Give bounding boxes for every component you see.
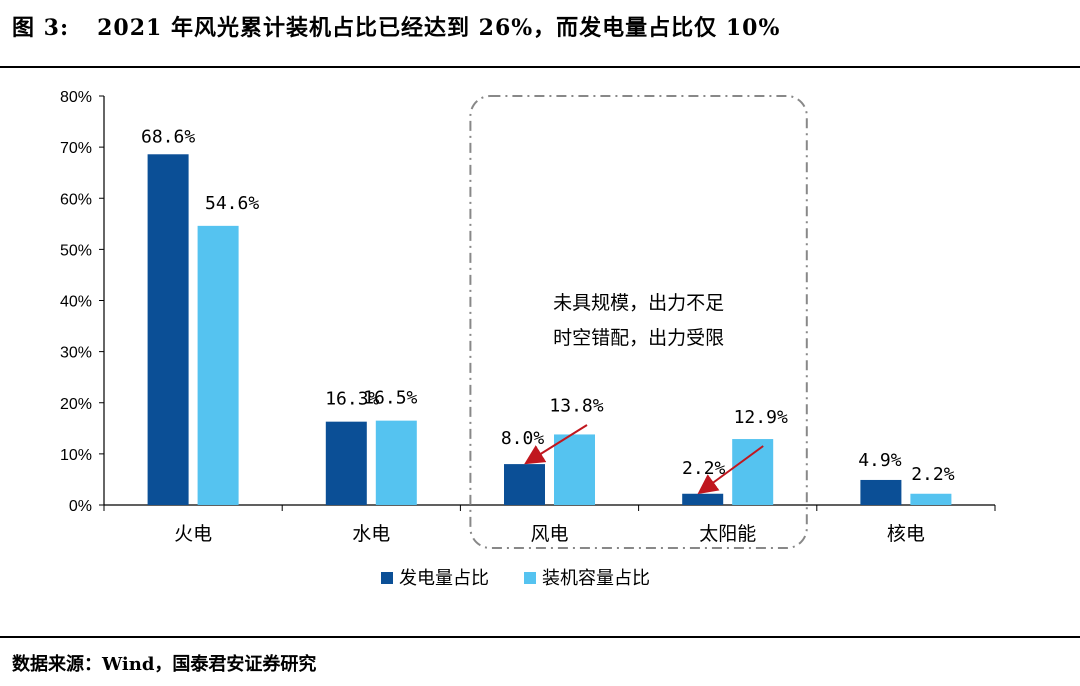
title-text: 2021 年风光累计装机占比已经达到 26%，而发电量占比仅 10% (97, 15, 781, 41)
bar-capacity (375, 420, 417, 505)
figure-number: 图 3: (12, 15, 70, 41)
value-label-capacity: 2.2% (911, 464, 955, 485)
x-category-label: 风电 (530, 523, 568, 545)
annotation-arrow (524, 424, 588, 465)
value-label-generation: 68.6% (141, 126, 195, 147)
annotation-text: 未具规模，出力不足 (553, 292, 724, 314)
y-tick-label: 30% (60, 345, 92, 362)
value-label-capacity: 16.5% (363, 388, 417, 409)
value-label-capacity: 13.8% (549, 395, 603, 416)
y-tick-label: 60% (60, 191, 92, 208)
y-tick-label: 50% (60, 242, 92, 259)
legend-label: 发电量占比 (399, 568, 489, 589)
legend-label: 装机容量占比 (542, 568, 650, 589)
bar-capacity (910, 493, 952, 505)
y-tick-label: 40% (60, 294, 92, 311)
legend-swatch (524, 572, 536, 584)
bar-generation (504, 464, 545, 505)
bar-generation (147, 154, 189, 505)
x-category-label: 核电 (887, 523, 925, 545)
x-category-label: 太阳能 (699, 523, 756, 545)
bottom-rule (0, 636, 1080, 638)
bar-capacity (554, 434, 595, 505)
bar-generation (860, 479, 902, 505)
bar-capacity (197, 225, 239, 506)
y-tick-label: 70% (60, 140, 92, 157)
y-tick-label: 0% (69, 498, 92, 515)
legend-swatch (381, 572, 393, 584)
bar-generation (682, 493, 724, 505)
value-label-capacity: 12.9% (734, 407, 788, 428)
y-tick-label: 20% (60, 396, 92, 413)
value-label-generation: 8.0% (501, 428, 545, 449)
y-tick-label: 80% (60, 89, 92, 106)
bar-generation (325, 421, 367, 505)
chart-title: 图 3: 2021 年风光累计装机占比已经达到 26%，而发电量占比仅 10% (12, 10, 780, 42)
value-label-capacity: 54.6% (205, 193, 259, 214)
x-category-label: 水电 (352, 523, 390, 545)
annotation-frame (469, 95, 808, 549)
value-label-generation: 16.3% (325, 389, 379, 410)
annotation-arrow (697, 445, 764, 495)
top-rule (0, 66, 1080, 68)
y-tick-label: 10% (60, 447, 92, 464)
value-label-generation: 2.2% (682, 458, 726, 479)
x-category-label: 火电 (174, 523, 212, 545)
source-note: 数据来源：Wind，国泰君安证券研究 (12, 654, 317, 675)
value-label-generation: 4.9% (858, 450, 902, 471)
annotation-text: 时空错配，出力受限 (553, 327, 724, 349)
bar-capacity (732, 439, 774, 505)
